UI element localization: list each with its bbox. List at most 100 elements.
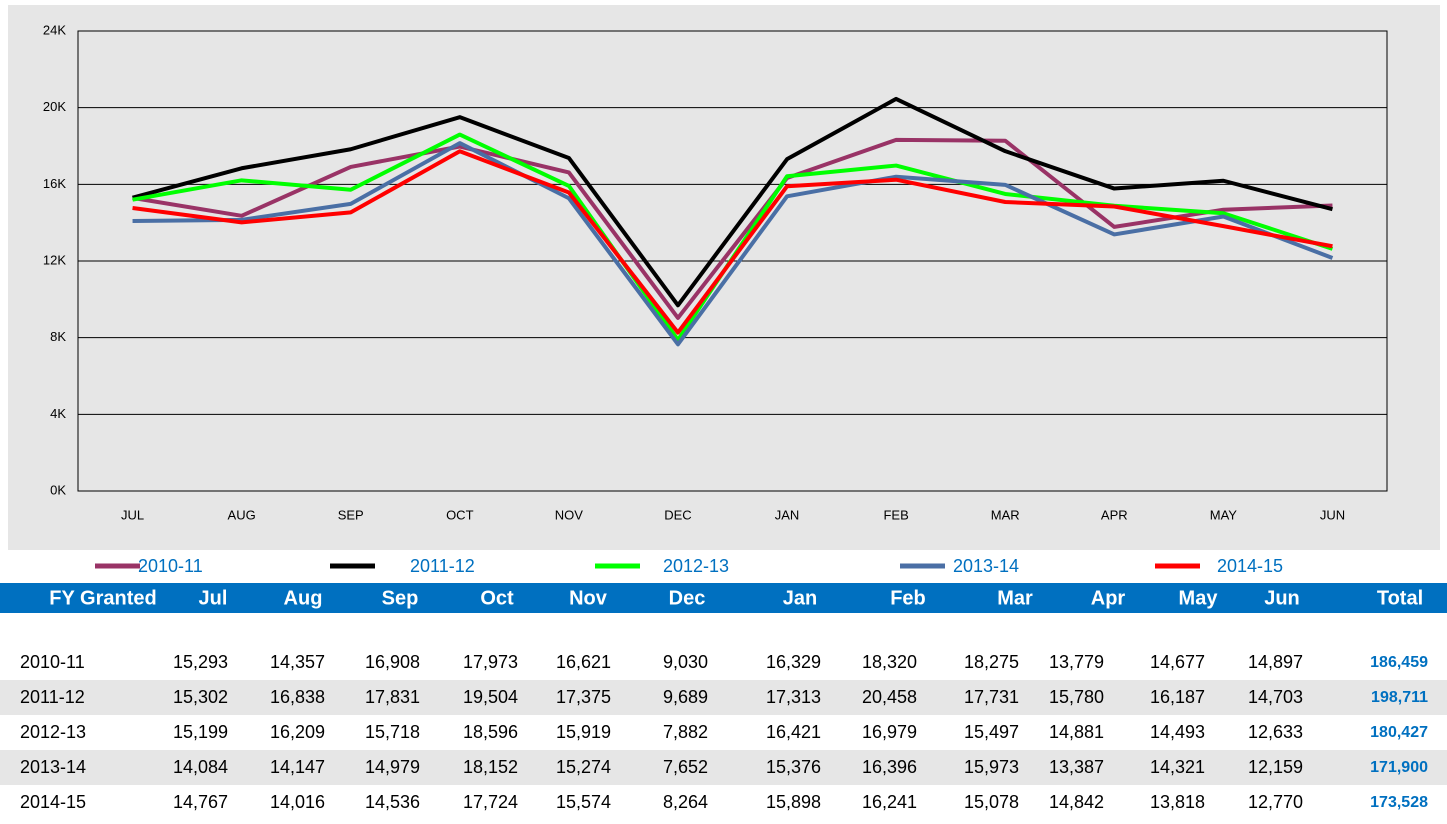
table-header-bar bbox=[0, 583, 1447, 613]
table-cell: 17,731 bbox=[964, 687, 1019, 707]
table-header-cell: Nov bbox=[569, 587, 608, 609]
legend-label: 2010-11 bbox=[138, 556, 203, 576]
table-cell: 9,030 bbox=[663, 652, 708, 672]
table-cell: 14,881 bbox=[1049, 722, 1104, 742]
table-cell: 16,329 bbox=[766, 652, 821, 672]
table-cell: 15,274 bbox=[556, 757, 611, 777]
table-header-cell: Jul bbox=[199, 587, 228, 609]
table-cell: 15,302 bbox=[173, 687, 228, 707]
table-cell: 16,421 bbox=[766, 722, 821, 742]
table-cell: 9,689 bbox=[663, 687, 708, 707]
x-tick-label: SEP bbox=[338, 507, 364, 522]
table-cell: 15,780 bbox=[1049, 687, 1104, 707]
table-cell: 14,703 bbox=[1248, 687, 1303, 707]
table-cell: 15,718 bbox=[365, 722, 420, 742]
table-cell: 13,387 bbox=[1049, 757, 1104, 777]
table-cell: 15,376 bbox=[766, 757, 821, 777]
y-tick-label: 8K bbox=[50, 329, 66, 344]
chart-background bbox=[8, 5, 1440, 550]
table-cell: 17,313 bbox=[766, 687, 821, 707]
x-tick-label: JAN bbox=[775, 507, 800, 522]
table-cell: 16,209 bbox=[270, 722, 325, 742]
table-cell: 14,147 bbox=[270, 757, 325, 777]
table-cell: 13,818 bbox=[1150, 792, 1205, 812]
x-tick-label: AUG bbox=[228, 507, 256, 522]
table-header-cell: Oct bbox=[480, 587, 514, 609]
table-header-cell: Dec bbox=[669, 587, 706, 609]
legend-label: 2013-14 bbox=[953, 556, 1019, 576]
legend-label: 2011-12 bbox=[410, 556, 475, 576]
table-cell: 15,293 bbox=[173, 652, 228, 672]
row-label: 2012-13 bbox=[20, 722, 86, 742]
table-cell: 17,724 bbox=[463, 792, 518, 812]
table-cell: 16,396 bbox=[862, 757, 917, 777]
table-cell: 14,357 bbox=[270, 652, 325, 672]
table-cell: 12,159 bbox=[1248, 757, 1303, 777]
table-cell: 14,016 bbox=[270, 792, 325, 812]
x-tick-label: OCT bbox=[446, 507, 474, 522]
table-cell: 14,767 bbox=[173, 792, 228, 812]
table-cell: 17,973 bbox=[463, 652, 518, 672]
table-cell: 12,770 bbox=[1248, 792, 1303, 812]
table-cell: 7,652 bbox=[663, 757, 708, 777]
x-tick-label: APR bbox=[1101, 507, 1128, 522]
table-header-cell: Total bbox=[1377, 587, 1423, 609]
y-tick-label: 16K bbox=[43, 176, 66, 191]
table-cell: 14,842 bbox=[1049, 792, 1104, 812]
table-header-cell: Jun bbox=[1264, 587, 1300, 609]
table-cell: 14,493 bbox=[1150, 722, 1205, 742]
total-cell: 173,528 bbox=[1370, 794, 1428, 811]
table-cell: 16,908 bbox=[365, 652, 420, 672]
table-cell: 7,882 bbox=[663, 722, 708, 742]
table-cell: 16,838 bbox=[270, 687, 325, 707]
y-tick-label: 12K bbox=[43, 252, 66, 267]
x-tick-label: DEC bbox=[664, 507, 691, 522]
table-cell: 15,078 bbox=[964, 792, 1019, 812]
row-label: 2011-12 bbox=[20, 687, 85, 707]
total-cell: 186,459 bbox=[1370, 654, 1428, 671]
table-cell: 16,621 bbox=[556, 652, 611, 672]
table-cell: 19,504 bbox=[463, 687, 518, 707]
legend-label: 2012-13 bbox=[663, 556, 729, 576]
table-cell: 14,897 bbox=[1248, 652, 1303, 672]
table-header-cell: Sep bbox=[382, 587, 419, 609]
table-cell: 15,898 bbox=[766, 792, 821, 812]
legend-label: 2014-15 bbox=[1217, 556, 1283, 576]
y-tick-label: 0K bbox=[50, 482, 66, 497]
x-tick-label: JUL bbox=[121, 507, 144, 522]
series-line bbox=[132, 149, 1333, 335]
x-tick-label: JUN bbox=[1320, 507, 1345, 522]
row-label: 2010-11 bbox=[20, 652, 85, 672]
y-tick-label: 20K bbox=[43, 99, 66, 114]
table-cell: 14,084 bbox=[173, 757, 228, 777]
table-cell: 16,979 bbox=[862, 722, 917, 742]
x-tick-label: MAR bbox=[991, 507, 1020, 522]
table-cell: 8,264 bbox=[663, 792, 708, 812]
series-line bbox=[132, 141, 1334, 347]
table-cell: 15,199 bbox=[173, 722, 228, 742]
table-cell: 15,497 bbox=[964, 722, 1019, 742]
y-tick-label: 24K bbox=[43, 22, 66, 37]
table-cell: 14,321 bbox=[1150, 757, 1205, 777]
row-stripe bbox=[0, 750, 1447, 785]
table-header-cell: Feb bbox=[890, 587, 926, 609]
table-header-cell: Jan bbox=[783, 587, 817, 609]
series-line bbox=[132, 137, 1333, 320]
row-label: 2013-14 bbox=[20, 757, 86, 777]
table-cell: 18,320 bbox=[862, 652, 917, 672]
plot-frame bbox=[77, 30, 1388, 492]
table-cell: 15,919 bbox=[556, 722, 611, 742]
row-stripe bbox=[0, 680, 1447, 715]
x-tick-label: NOV bbox=[555, 507, 584, 522]
row-label: 2014-15 bbox=[20, 792, 86, 812]
table-header-cell: Apr bbox=[1091, 587, 1126, 609]
table-cell: 16,241 bbox=[862, 792, 917, 812]
total-cell: 180,427 bbox=[1370, 724, 1428, 741]
x-tick-label: FEB bbox=[883, 507, 908, 522]
table-header-cell: Mar bbox=[997, 587, 1033, 609]
table-cell: 15,574 bbox=[556, 792, 611, 812]
y-tick-label: 4K bbox=[50, 406, 66, 421]
table-header-cell: Aug bbox=[284, 587, 323, 609]
table-cell: 18,596 bbox=[463, 722, 518, 742]
